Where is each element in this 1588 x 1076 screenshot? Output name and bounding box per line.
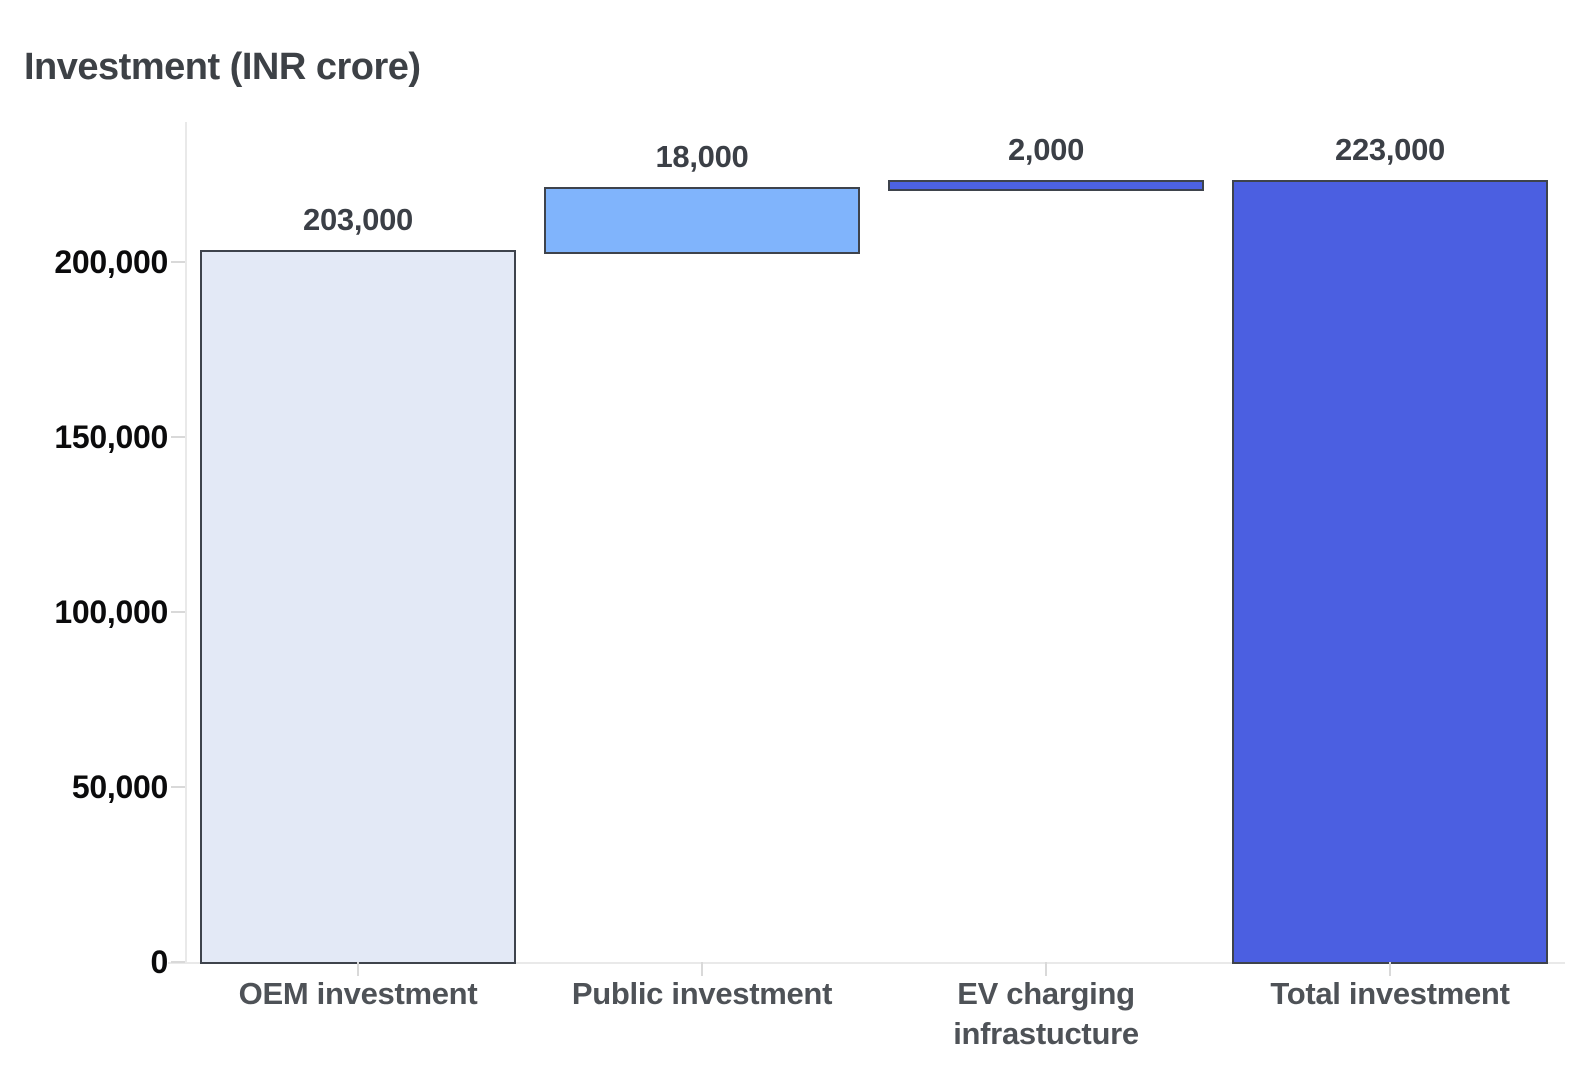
bar	[888, 179, 1204, 191]
bar-value-label: 2,000	[1007, 131, 1085, 167]
y-axis-tick-mark	[171, 961, 185, 963]
x-axis-line	[168, 962, 1565, 964]
bar	[200, 249, 516, 964]
bar	[544, 186, 860, 254]
y-axis-tick-label: 50,000	[71, 769, 168, 805]
bar	[1232, 179, 1548, 964]
y-axis-tick-label: 100,000	[54, 594, 168, 630]
x-axis-category-label: OEM investment	[238, 976, 478, 1011]
y-axis-tick-mark	[171, 611, 185, 613]
y-axis-tick-label: 150,000	[54, 419, 168, 455]
y-axis-tick-label: 200,000	[54, 244, 168, 280]
bar-value-label: 18,000	[655, 138, 749, 174]
x-axis-tick-mark	[1045, 962, 1047, 976]
x-axis-tick-mark	[1389, 962, 1391, 976]
y-axis-tick-mark	[171, 436, 185, 438]
chart-title: Investment (INR crore)	[24, 46, 421, 88]
x-axis-tick-mark	[701, 962, 703, 976]
bar-value-label: 223,000	[1335, 131, 1445, 167]
y-axis-line	[185, 122, 187, 964]
x-axis-tick-mark	[357, 962, 359, 976]
y-axis-tick-mark	[171, 261, 185, 263]
bar-value-label: 203,000	[303, 201, 413, 237]
y-axis-tick-label: 0	[150, 944, 169, 980]
y-axis-tick-mark	[171, 786, 185, 788]
x-axis-category-label: Total investment	[1270, 976, 1510, 1011]
plot-area: 0 50,000 100,000 150,000 200,000 203,000 OEM i…	[54, 122, 1565, 1051]
x-axis-category-label: EV charging infrastucture	[953, 976, 1139, 1051]
x-axis-category-label: Public investment	[571, 976, 833, 1011]
